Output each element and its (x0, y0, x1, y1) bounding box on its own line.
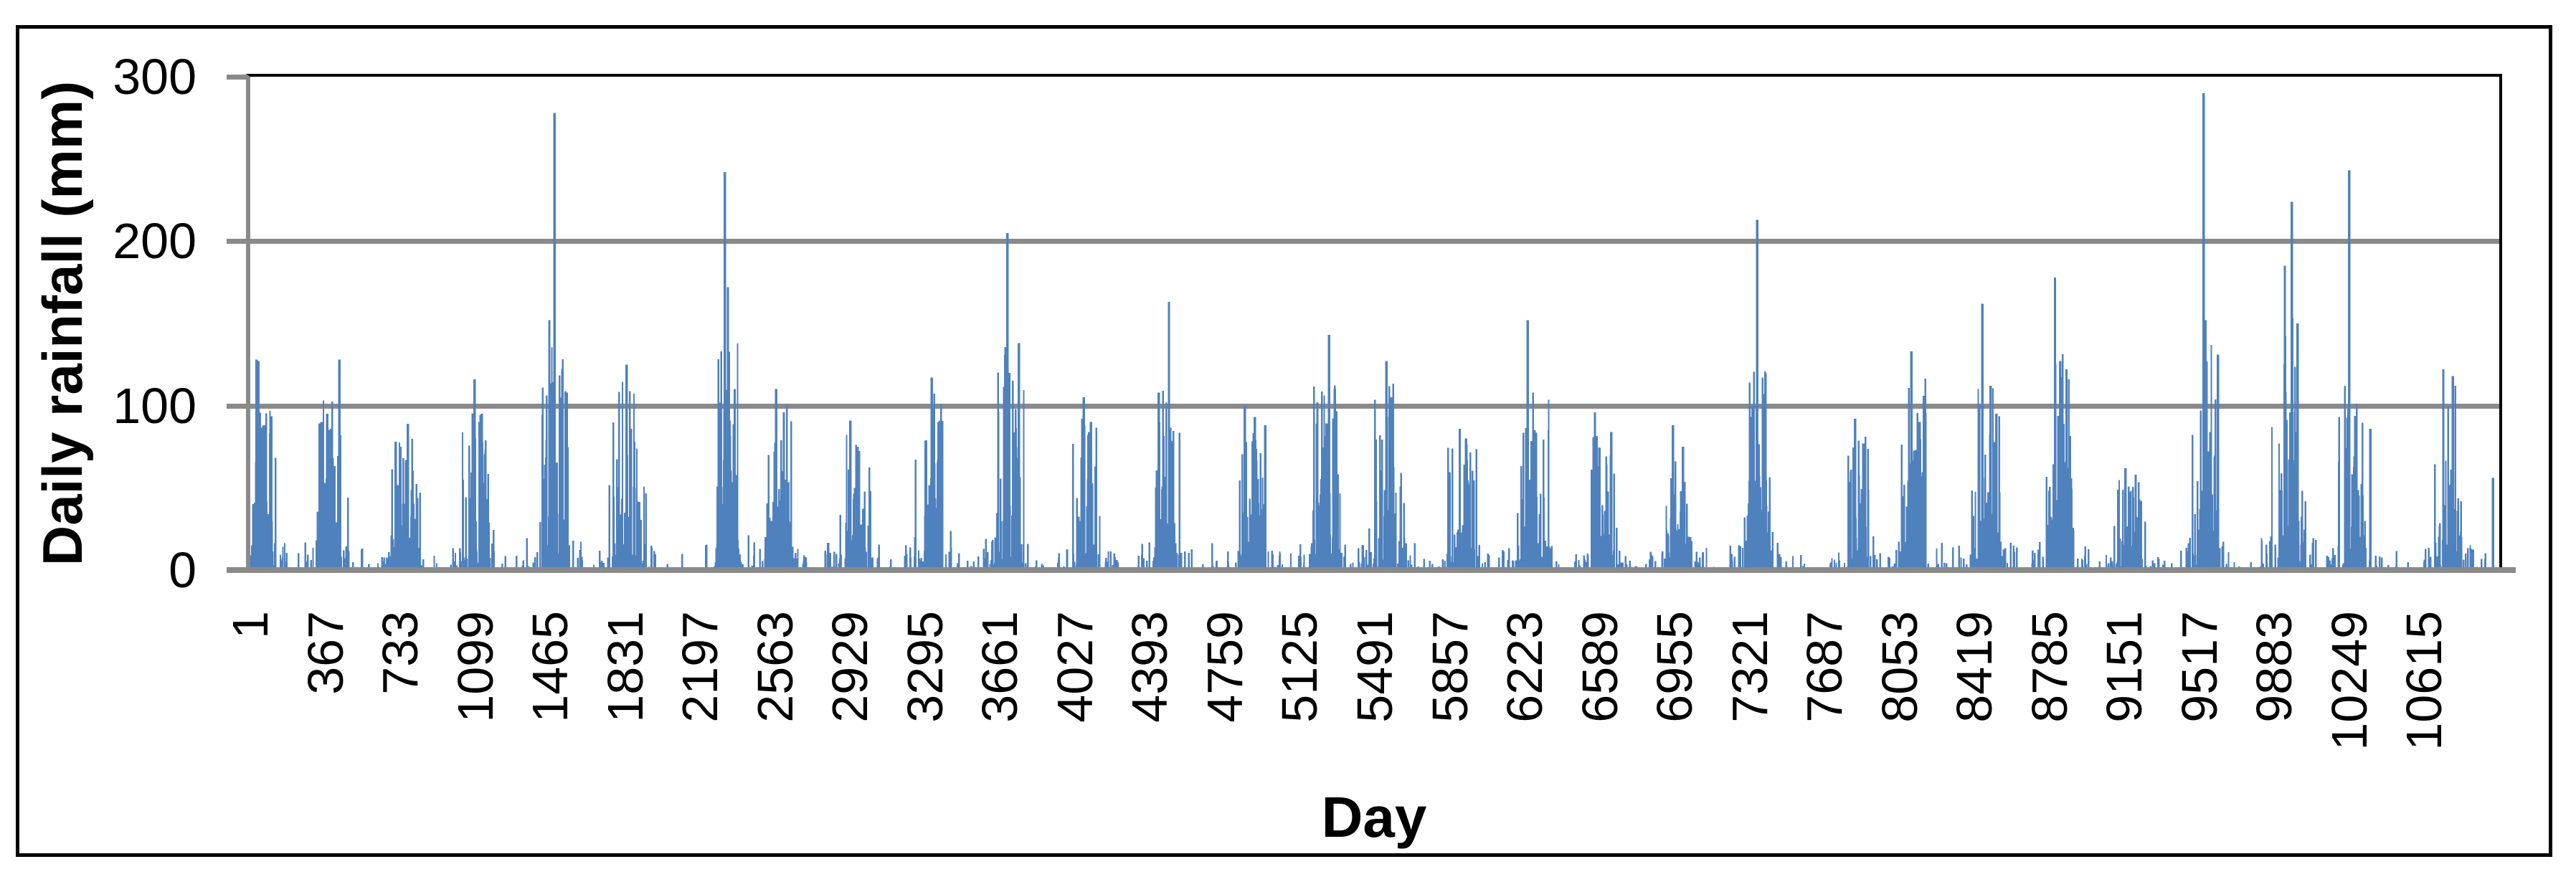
x-tick-label: 7687 (1796, 611, 1852, 723)
x-tick-label: 6955 (1647, 611, 1703, 723)
x-tick-label: 3661 (972, 611, 1028, 723)
x-tick-label: 9517 (2172, 611, 2227, 723)
x-tick-label: 5857 (1422, 611, 1478, 723)
x-tick-label: 6223 (1497, 611, 1553, 723)
x-tick-label: 367 (298, 611, 354, 695)
x-tick-label: 733 (372, 611, 428, 695)
chart-outer-border: Daily rainfall (mm) 0 100 200 300 1 367 733 10… (16, 25, 2552, 857)
x-tick-label: 5491 (1347, 611, 1403, 723)
x-tick-label: 3295 (897, 611, 953, 723)
x-tick-label: 8419 (1946, 611, 2002, 723)
x-tick-label: 7321 (1722, 611, 1778, 723)
x-tick-label: 1 (222, 611, 278, 639)
y-tick-300 (227, 75, 246, 80)
x-tick-label: 4759 (1197, 611, 1253, 723)
y-tick-label: 0 (169, 542, 196, 598)
plot-area (246, 74, 2502, 570)
x-axis-title: Day (1321, 785, 1427, 849)
x-tick-label: 2929 (822, 611, 878, 723)
y-tick-label: 200 (113, 213, 196, 269)
y-tick-label: 300 (113, 49, 196, 105)
gridline-200 (246, 239, 2502, 244)
x-tick-label: 9151 (2096, 611, 2152, 723)
x-axis-line (227, 567, 2516, 573)
x-tick-label: 1831 (597, 611, 653, 723)
x-tick-label: 4393 (1122, 611, 1178, 723)
x-tick-label: 10615 (2396, 611, 2452, 751)
x-tick-label: 1465 (522, 611, 578, 723)
x-tick-label: 8785 (2022, 611, 2078, 723)
x-tick-label: 4027 (1047, 611, 1103, 723)
y-tick-200 (227, 239, 246, 244)
x-tick-label: 9883 (2246, 611, 2302, 723)
y-axis-title: Daily rainfall (mm) (31, 80, 94, 566)
rainfall-bars-series (250, 92, 2495, 570)
x-tick-label: 6589 (1572, 611, 1628, 723)
x-tick-label: 2563 (747, 611, 803, 723)
y-tick-100 (227, 404, 246, 409)
x-tick-label: 10249 (2321, 611, 2377, 751)
x-tick-label: 1099 (448, 611, 503, 723)
y-tick-label: 100 (113, 378, 196, 434)
x-tick-label: 8053 (1872, 611, 1928, 723)
x-tick-label: 2197 (672, 611, 728, 723)
x-tick-label: 5125 (1272, 611, 1327, 723)
